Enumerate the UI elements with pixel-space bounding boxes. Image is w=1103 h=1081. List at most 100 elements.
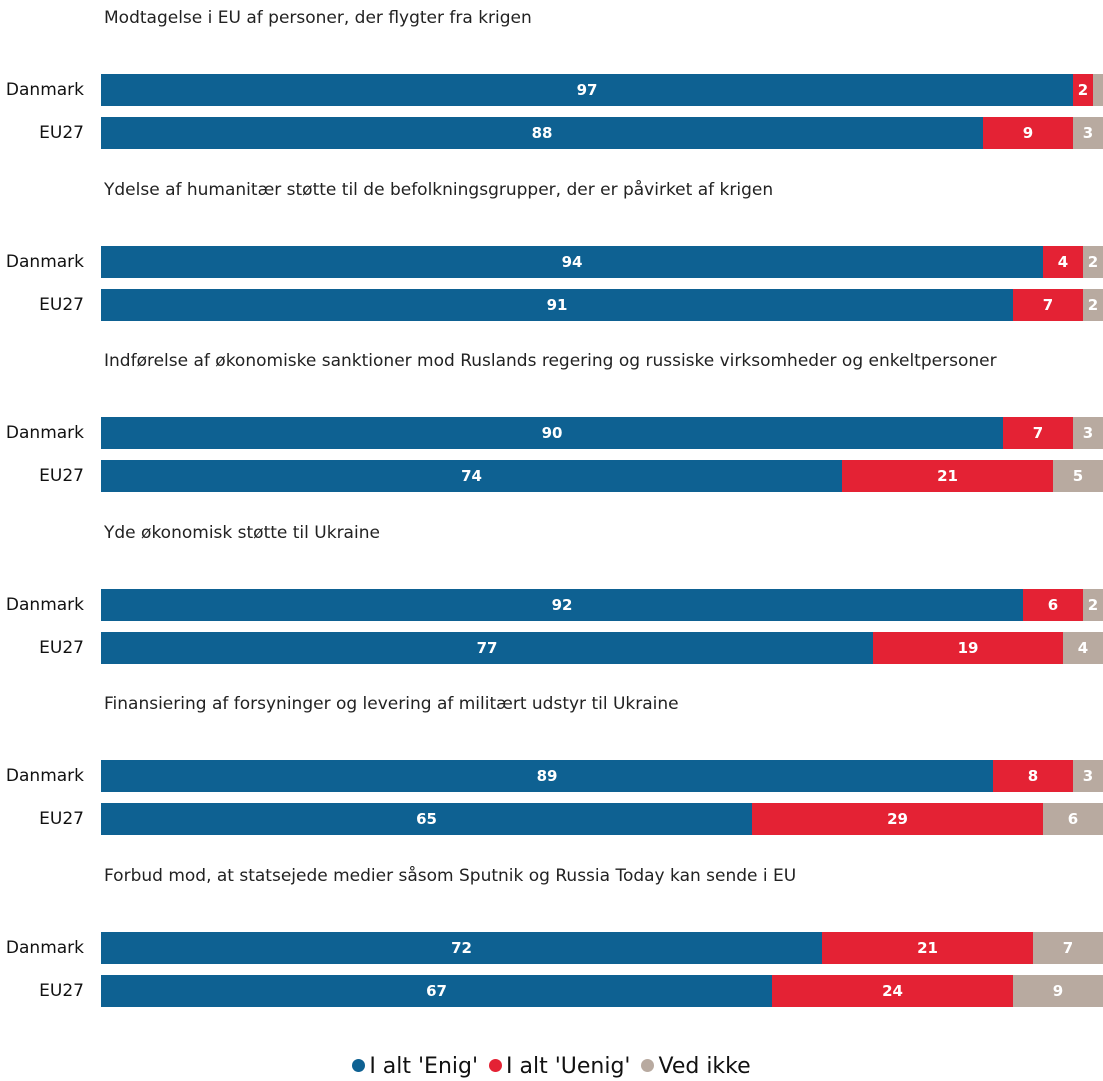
data-label-disagree: 8 [1027,767,1039,785]
legend-item-agree: I alt 'Enig' [352,1054,478,1079]
stacked-bar: 74 21 5 [101,460,1103,492]
data-label-dontknow: 3 [1082,424,1094,442]
question-title: Indførelse af økonomiske sanktioner mod … [104,351,997,371]
bar-segment-dontknow [1073,417,1103,449]
data-label-agree: 88 [531,124,553,142]
bar-segment-agree [101,760,993,792]
bar-segment-disagree [1013,288,1083,321]
row-label: EU27 [39,637,84,658]
row-label: EU27 [39,809,84,829]
data-label-dontknow: 3 [1082,767,1094,785]
data-label-agree: 77 [476,638,498,657]
bar-segment-agree [101,931,822,964]
row-label: Danmark [5,594,84,615]
stacked-bar: 65 29 6 [101,803,1103,835]
bar-segment-agree [101,803,752,835]
bar-segment-disagree [1043,245,1083,278]
bar-segment-dontknow [1073,760,1103,792]
bar-segment-dontknow [1063,631,1103,664]
data-label-disagree: 29 [887,810,908,828]
bar-segment-disagree [752,803,1043,835]
bar-segment-dontknow [1083,588,1103,621]
legend-label-agree: I alt 'Enig' [369,1054,479,1079]
stacked-bar: 72 21 7 [101,931,1103,964]
data-label-agree: 94 [561,252,583,271]
stacked-bar: 97 2 [101,74,1103,106]
stacked-bar: 67 24 9 [101,974,1103,1007]
data-label-disagree: 7 [1032,424,1044,442]
data-label-agree: 92 [551,595,573,614]
bar-segment-agree [101,588,1023,621]
legend-label-dontknow: Ved ikke [658,1054,751,1079]
data-label-dontknow: 9 [1052,981,1064,1000]
bar-segment-disagree [1003,417,1073,449]
stacked-bar: 90 7 3 [101,417,1103,449]
row-label: EU27 [39,123,84,143]
bar-segment-disagree [1023,588,1083,621]
bar-segment-agree [101,245,1043,278]
data-label-agree: 89 [536,767,558,785]
row-label: EU27 [39,294,84,315]
stacked-bar: 91 7 2 [101,288,1103,321]
data-label-agree: 65 [416,810,437,828]
data-label-dontknow: 6 [1067,810,1079,828]
legend-item-disagree: I alt 'Uenig' [489,1054,630,1079]
stacked-bar: 94 4 2 [101,245,1103,278]
bar-segment-disagree [1073,74,1093,106]
legend-dot-dontknow [641,1059,655,1072]
data-label-dontknow: 7 [1062,938,1074,957]
data-label-agree: 74 [461,467,482,485]
bar-segment-dontknow [1083,288,1103,321]
data-label-agree: 97 [576,81,598,99]
question-title: Modtagelse i EU af personer, der flygter… [104,8,532,28]
question-title: Ydelse af humanitær støtte til de befolk… [104,179,774,200]
row-label: EU27 [39,980,84,1001]
row-label: Danmark [5,766,84,786]
data-label-disagree: 2 [1077,81,1089,99]
bar-segment-dontknow [1093,74,1103,106]
question-title: Finansiering af forsyninger og levering … [104,694,679,714]
bar-segment-disagree [873,631,1063,664]
stacked-bar: 92 6 2 [101,588,1103,621]
bar-segment-dontknow [1073,117,1103,149]
bar-segment-dontknow [1043,803,1103,835]
data-label-disagree: 21 [917,938,938,957]
bar-segment-disagree [993,760,1073,792]
bar-segment-disagree [822,931,1033,964]
bar-segment-disagree [983,117,1073,149]
data-label-dontknow: 2 [1087,595,1099,614]
data-label-agree: 72 [451,938,472,957]
stacked-bar: 89 8 3 [101,760,1103,792]
data-label-dontknow: 2 [1087,295,1099,314]
bar-segment-disagree [772,974,1013,1007]
row-label: Danmark [5,937,84,958]
bar-segment-dontknow [1083,245,1103,278]
data-label-disagree: 7 [1042,295,1054,314]
row-label: Danmark [5,423,84,443]
legend-dot-disagree [489,1059,503,1072]
bar-segment-agree [101,974,772,1007]
legend-dot-agree [352,1059,366,1072]
row-label: EU27 [39,466,84,486]
data-label-dontknow: 5 [1072,467,1084,485]
data-label-agree: 91 [546,295,568,314]
legend: I alt 'Enig' I alt 'Uenig' Ved ikke [0,1054,1103,1079]
data-label-disagree: 4 [1057,252,1069,271]
bar-segment-dontknow [1033,931,1103,964]
data-label-disagree: 6 [1047,595,1059,614]
bar-segment-agree [101,117,983,149]
bar-segment-dontknow [1013,974,1103,1007]
bar-segment-agree [101,631,873,664]
question-title: Yde økonomisk støtte til Ukraine [104,522,380,543]
bar-segment-dontknow [1053,460,1103,492]
row-label: Danmark [5,80,84,100]
bar-segment-disagree [842,460,1053,492]
question-title: Forbud mod, at statsejede medier såsom S… [104,865,797,886]
legend-item-dontknow: Ved ikke [641,1054,751,1079]
bar-segment-agree [101,74,1073,106]
data-label-dontknow: 2 [1087,252,1099,271]
bar-segment-agree [101,417,1003,449]
data-label-agree: 90 [541,424,563,442]
row-label: Danmark [5,251,84,272]
stacked-bar: 77 19 4 [101,631,1103,664]
